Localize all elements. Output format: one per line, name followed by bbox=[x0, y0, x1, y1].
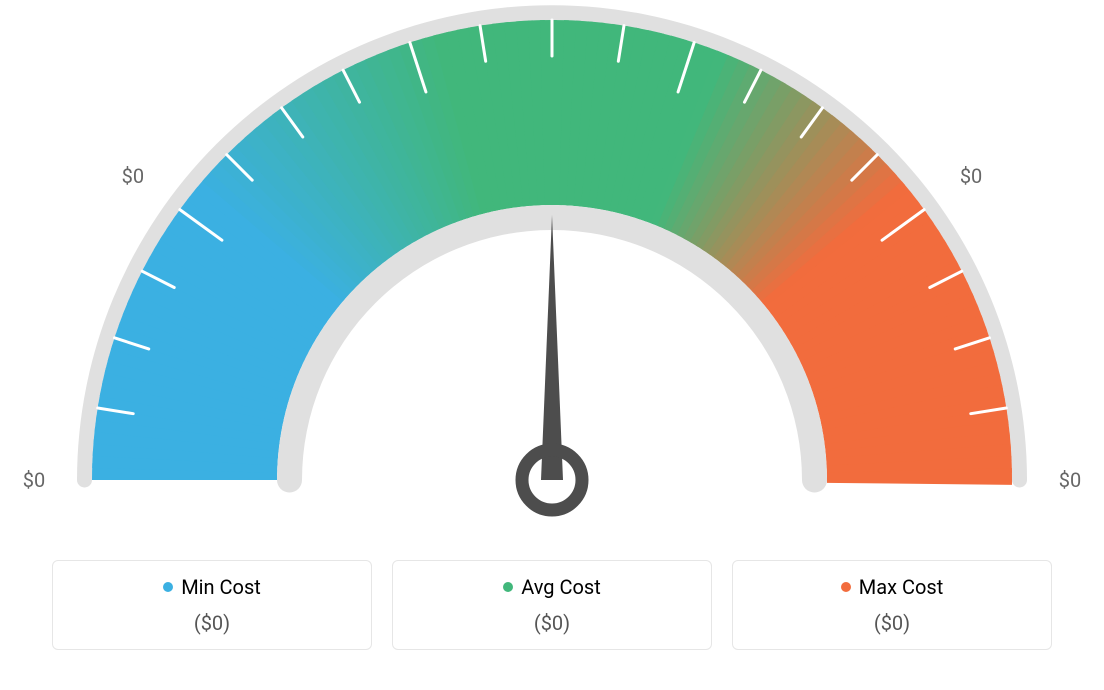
gauge-scale-label: $0 bbox=[122, 164, 144, 188]
gauge-scale-label: $0 bbox=[23, 468, 45, 492]
legend-title-avg: Avg Cost bbox=[503, 575, 601, 599]
legend-row: Min Cost ($0) Avg Cost ($0) Max Cost ($0… bbox=[0, 560, 1104, 650]
legend-title-max: Max Cost bbox=[841, 575, 944, 599]
legend-value-max: ($0) bbox=[743, 611, 1041, 635]
gauge-scale-label: $0 bbox=[960, 164, 982, 188]
legend-value-min: ($0) bbox=[63, 611, 361, 635]
legend-dot-avg bbox=[503, 582, 513, 592]
legend-value-avg: ($0) bbox=[403, 611, 701, 635]
legend-label-avg: Avg Cost bbox=[521, 575, 601, 599]
legend-card-avg: Avg Cost ($0) bbox=[392, 560, 712, 650]
legend-label-min: Min Cost bbox=[181, 575, 261, 599]
legend-title-min: Min Cost bbox=[163, 575, 261, 599]
chart-container: $0$0$0$0$0$0 Min Cost ($0) Avg Cost ($0)… bbox=[0, 0, 1104, 690]
legend-card-min: Min Cost ($0) bbox=[52, 560, 372, 650]
legend-label-max: Max Cost bbox=[859, 575, 944, 599]
legend-dot-max bbox=[841, 582, 851, 592]
legend-dot-min bbox=[163, 582, 173, 592]
legend-card-max: Max Cost ($0) bbox=[732, 560, 1052, 650]
gauge-scale-label: $0 bbox=[1059, 468, 1081, 492]
gauge-chart: $0$0$0$0$0$0 bbox=[0, 0, 1104, 560]
